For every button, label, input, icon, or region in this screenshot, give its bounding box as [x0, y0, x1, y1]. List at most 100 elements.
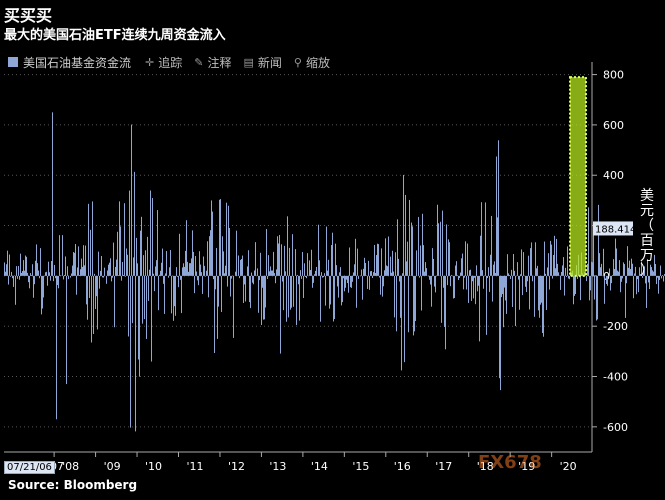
flow-bar — [464, 275, 465, 278]
flow-bar — [521, 249, 522, 276]
flow-bar — [336, 265, 337, 276]
flow-bar — [51, 260, 52, 276]
flow-bar — [135, 275, 136, 432]
flow-bar — [500, 275, 501, 391]
flow-bar — [138, 275, 139, 360]
flow-bar — [6, 264, 7, 276]
flow-bar — [641, 261, 642, 276]
flow-bar — [470, 269, 471, 276]
flow-bar — [121, 275, 122, 281]
track-label: 追踪 — [158, 55, 183, 70]
flow-bar — [88, 203, 89, 276]
flow-bar — [137, 263, 138, 276]
flow-bar — [133, 257, 134, 276]
flow-bar — [32, 264, 33, 276]
flow-bar — [151, 275, 152, 362]
flow-bar — [23, 260, 24, 276]
flow-bar — [429, 275, 430, 280]
flow-bar — [95, 275, 96, 309]
flow-bar — [632, 263, 633, 276]
flow-bar — [200, 264, 201, 276]
y-tick-label: -400 — [603, 371, 628, 384]
flow-bar — [520, 274, 521, 276]
flow-bar — [176, 267, 177, 276]
y-axis-label-char: （ — [640, 218, 654, 234]
flow-bar — [241, 258, 242, 276]
flow-bar — [566, 275, 567, 277]
flow-bar — [606, 275, 607, 284]
flow-bar — [56, 275, 57, 420]
flow-bar — [349, 247, 350, 276]
flow-bar — [502, 275, 503, 295]
flow-bar — [218, 275, 219, 307]
flow-bar — [523, 252, 524, 276]
news-button[interactable]: ▤ 新闻 — [243, 54, 281, 71]
flow-bar — [211, 200, 212, 276]
annotate-button[interactable]: ✎ 注释 — [194, 54, 231, 71]
flow-bar — [136, 237, 137, 276]
flow-bar — [147, 236, 148, 276]
flow-bar — [381, 248, 382, 276]
flow-bar — [411, 222, 412, 276]
flow-bar — [408, 275, 409, 333]
flow-bar — [528, 255, 529, 276]
flow-bar — [267, 275, 268, 280]
flow-bar — [615, 238, 616, 276]
flow-bar — [432, 248, 433, 276]
flow-bar — [348, 275, 349, 293]
flow-bar — [611, 275, 612, 284]
flow-bar — [248, 250, 249, 276]
flow-bar — [257, 268, 258, 276]
flow-bar — [646, 275, 647, 308]
flow-bar — [418, 216, 419, 276]
flow-bar — [404, 275, 405, 363]
flow-bar — [91, 275, 92, 343]
flow-bar — [100, 270, 101, 276]
flow-bar — [384, 270, 385, 276]
flow-bar — [65, 256, 66, 276]
flow-bar — [565, 267, 566, 276]
flow-bar — [553, 254, 554, 276]
flow-bar — [46, 271, 47, 276]
flow-bar — [634, 273, 635, 276]
flow-bar — [612, 275, 613, 276]
flow-bar — [532, 275, 533, 282]
flow-bar — [518, 275, 519, 280]
flow-bar — [395, 252, 396, 276]
flow-bar — [388, 236, 389, 276]
flow-bar — [486, 275, 487, 335]
flow-bar — [184, 266, 185, 276]
flow-bar — [217, 275, 218, 339]
legend-entry[interactable]: 美国石油基金资金流 — [8, 54, 131, 71]
flow-bar — [325, 275, 326, 306]
flow-bar — [29, 275, 30, 289]
flow-bar — [300, 270, 301, 276]
y-tick-label: 800 — [603, 69, 624, 82]
flow-bar — [87, 275, 88, 320]
flow-bar — [244, 275, 245, 285]
flow-bar — [420, 245, 421, 276]
flow-bar — [186, 220, 187, 276]
chart-subtitle: 最大的美国石油ETF连续九周资金流入 — [4, 28, 226, 43]
flow-bar — [139, 275, 140, 377]
flow-bar — [102, 275, 103, 278]
flow-bar — [488, 267, 489, 276]
flow-bar — [120, 226, 121, 276]
flow-bar — [551, 244, 552, 276]
flow-bar — [574, 275, 575, 296]
flow-bar — [320, 275, 321, 322]
flow-bar — [340, 267, 341, 276]
flow-bar — [552, 275, 553, 279]
flow-bar — [354, 264, 355, 276]
flow-bar — [397, 219, 398, 276]
x-tick-label: '08 — [62, 460, 79, 473]
zoom-button[interactable]: ⚲ 缩放 — [294, 54, 330, 71]
flow-bar — [157, 210, 158, 276]
track-button[interactable]: ✛ 追踪 — [145, 54, 182, 71]
source-note: Source: Bloomberg — [8, 478, 138, 492]
flow-bar — [461, 258, 462, 276]
flow-bar — [580, 275, 581, 301]
flow-bar — [367, 275, 368, 289]
flow-bar — [472, 275, 473, 282]
flow-bar — [402, 273, 403, 276]
